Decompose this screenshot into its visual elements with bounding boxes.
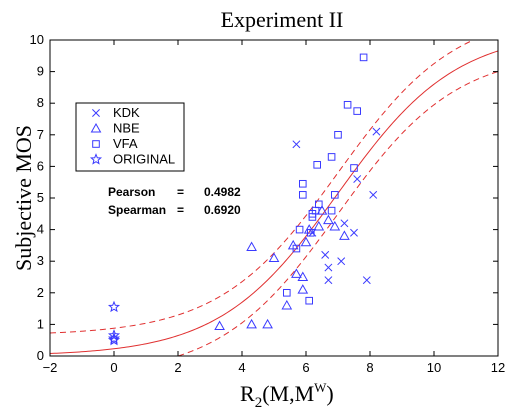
- kdk-point: [369, 190, 378, 199]
- nbe-point: [339, 230, 350, 240]
- kdk-point: [362, 276, 371, 285]
- y-tick-label: 7: [37, 127, 44, 142]
- nbe-point: [316, 205, 328, 215]
- nbe-point: [297, 284, 309, 294]
- original-point: [107, 329, 121, 341]
- vfa-point: [331, 191, 339, 199]
- nbe-point: [268, 252, 280, 263]
- kdk-point: [324, 276, 333, 285]
- legend-original-label: ORIGINAL: [113, 152, 175, 167]
- vfa-point: [353, 107, 361, 115]
- x-axis-label: R2(M,MW): [240, 380, 334, 411]
- nbe-point: [323, 214, 334, 225]
- vfa-point: [343, 100, 352, 109]
- correlation-annotations: Pearson = 0.4982 Spearman = 0.6920: [108, 185, 241, 217]
- lower-bound-curve: [176, 71, 498, 356]
- vfa-point: [305, 296, 313, 305]
- legend-vfa-label: VFA: [113, 136, 138, 151]
- x-axis-label-subscript: 2: [255, 395, 263, 411]
- kdk-point: [292, 140, 301, 149]
- y-tick-label: 1: [37, 316, 44, 331]
- vfa-point: [350, 164, 358, 172]
- original-point: [107, 333, 121, 346]
- kdk-point: [350, 228, 358, 237]
- vfa-point: [359, 53, 368, 62]
- y-tick-label: 3: [37, 253, 44, 268]
- vfa-point: [283, 289, 291, 297]
- x-axis-label-rest: (M,M: [262, 381, 314, 406]
- legend-kdk-marker: [92, 109, 100, 117]
- chart-title: Experiment II: [221, 7, 344, 32]
- x-tick-label: 8: [366, 360, 373, 375]
- pearson-equals: =: [177, 185, 184, 199]
- spearman-label: Spearman: [108, 203, 166, 217]
- x-tick-label: 2: [174, 360, 181, 375]
- x-tick-label: −2: [43, 360, 58, 375]
- kdk-point: [337, 257, 346, 266]
- x-tick-label: 4: [238, 360, 245, 375]
- legend-original-marker: [89, 153, 103, 165]
- y-tick-label: 9: [37, 64, 44, 79]
- y-tick-label: 6: [37, 158, 44, 173]
- original-point: [107, 332, 121, 344]
- spearman-equals: =: [177, 203, 184, 217]
- vfa-point: [334, 131, 342, 139]
- vfa-point: [327, 206, 336, 215]
- y-tick-label: 4: [37, 222, 44, 237]
- vfa-point: [299, 191, 307, 199]
- nbe-point: [313, 220, 325, 231]
- data-points: [107, 53, 381, 346]
- legend-nbe-marker: [90, 122, 102, 133]
- original-point: [107, 300, 121, 313]
- x-tick-label: 10: [427, 360, 441, 375]
- y-tick-label: 5: [37, 190, 44, 205]
- y-tick-label: 10: [30, 32, 44, 47]
- legend-kdk-label: KDK: [113, 105, 140, 120]
- x-tick-label: 12: [491, 360, 505, 375]
- kdk-point: [353, 175, 362, 183]
- vfa-point: [307, 228, 315, 237]
- nbe-point: [291, 268, 302, 278]
- kdk-point: [321, 250, 330, 259]
- vfa-point: [313, 161, 321, 169]
- kdk-point: [324, 263, 333, 272]
- y-axis-ticks: 0 1 2 3 4 5 6 7 8 9 10: [30, 32, 498, 363]
- legend-nbe-label: NBE: [113, 121, 140, 136]
- fit-curve: [50, 50, 498, 355]
- y-tick-label: 0: [37, 348, 44, 363]
- vfa-point: [299, 179, 307, 188]
- legend-vfa-marker: [92, 140, 100, 148]
- nbe-point: [281, 299, 293, 310]
- nbe-point: [214, 320, 225, 330]
- nbe-point: [262, 318, 273, 329]
- vfa-point: [315, 200, 323, 209]
- x-tick-label: 6: [302, 360, 309, 375]
- vfa-point: [295, 225, 304, 234]
- y-tick-label: 8: [37, 95, 44, 110]
- x-axis-label-superscript: W: [314, 380, 327, 395]
- nbe-point: [300, 236, 312, 247]
- kdk-point: [340, 219, 349, 228]
- y-axis-label: Subjective MOS: [11, 125, 36, 271]
- x-tick-label: 0: [110, 360, 117, 375]
- x-axis-label-main: R: [240, 381, 255, 406]
- pearson-label: Pearson: [108, 185, 155, 199]
- vfa-point: [327, 153, 336, 161]
- x-axis-ticks: −2 0 2 4 6 8 10 12: [43, 40, 505, 375]
- x-axis-label-end: ): [326, 381, 333, 406]
- upper-bound-curve: [50, 40, 475, 334]
- y-tick-label: 2: [37, 285, 44, 300]
- vfa-point: [292, 244, 301, 253]
- nbe-point: [329, 220, 341, 231]
- pearson-value: 0.4982: [204, 185, 241, 199]
- vfa-point: [308, 210, 317, 218]
- nbe-point: [246, 318, 257, 329]
- nbe-point: [246, 241, 257, 251]
- nbe-point: [297, 271, 309, 281]
- kdk-point: [372, 127, 381, 136]
- spearman-value: 0.6920: [204, 203, 241, 217]
